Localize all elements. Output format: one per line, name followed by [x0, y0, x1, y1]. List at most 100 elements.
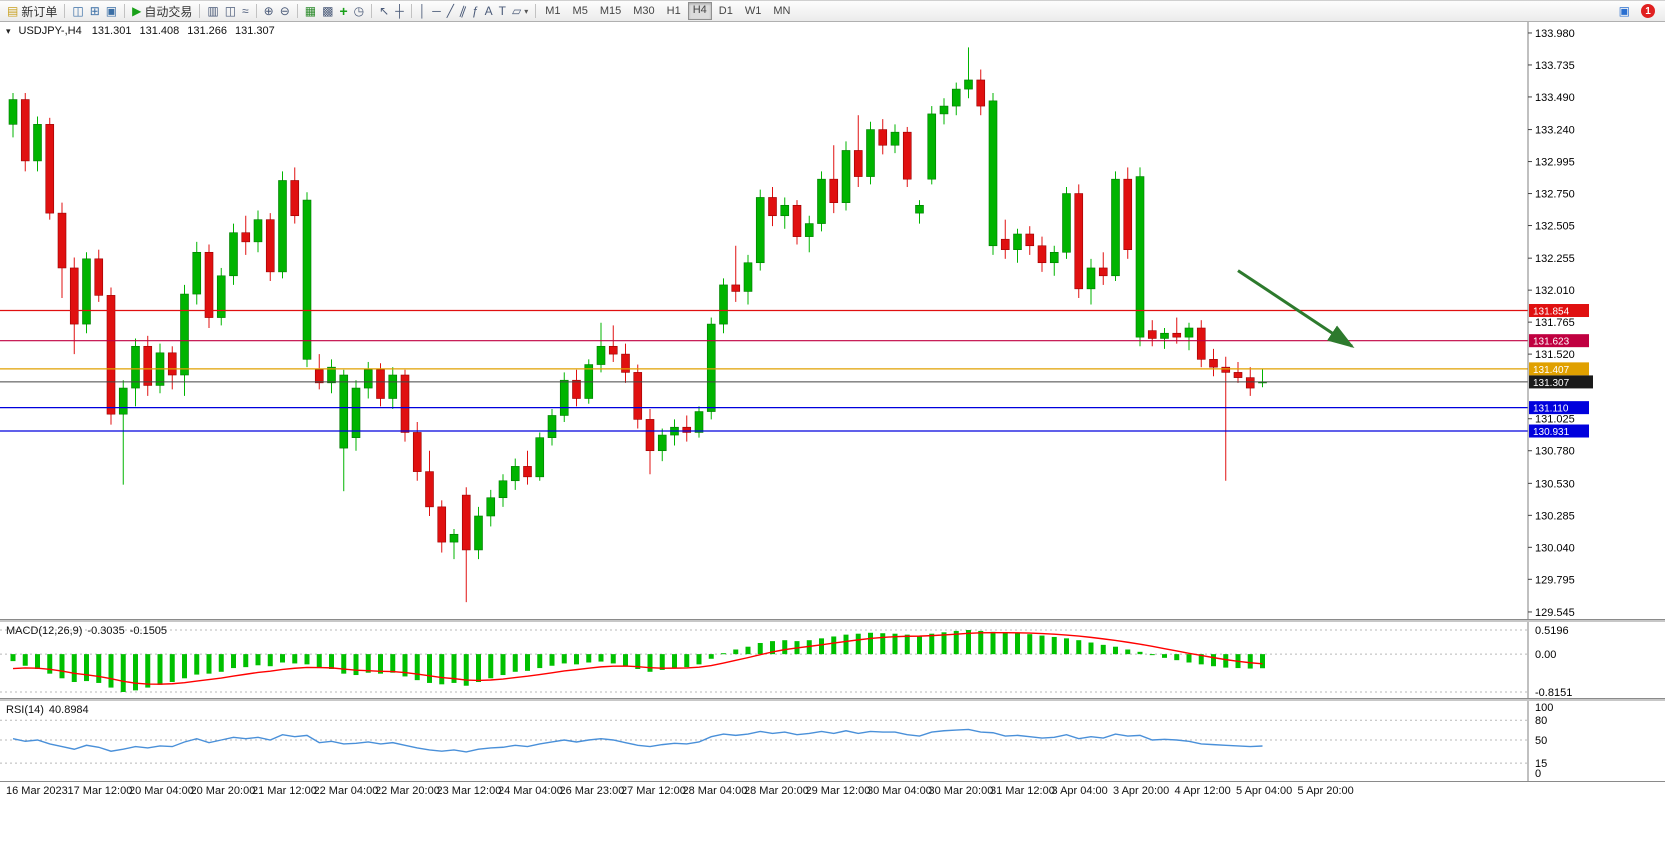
zoom-in-button[interactable]: ⊕ [261, 3, 277, 20]
label-icon: T [498, 4, 506, 18]
chart-workspace: 133.980 133.735 133.490 133.240 132.995 132.7… [0, 22, 1665, 842]
rsi-level-lines [0, 719, 1528, 764]
community-icon: ▣ [1618, 4, 1630, 18]
timeframe-h4-button[interactable]: H4 [687, 2, 712, 20]
horizontal-line-button[interactable]: ─ [429, 3, 444, 20]
svg-text:131.307: 131.307 [1533, 378, 1570, 389]
indicators-button[interactable]: + [336, 3, 350, 20]
main-toolbar: ▤ 新订单 ◫ ⊞ ▣ ▶ 自动交易 ▥ ◫ ≈ ⊕ ⊖ ▦ ▩ + ◷ ↖ ┼ │ ─ ╱ ∥ ƒ A T ▱ ▾ M1 M5 M15… [0, 1, 1665, 22]
time-label: 16 Mar 2023 [6, 785, 68, 797]
line-chart-button[interactable]: ≈ [239, 3, 252, 20]
time-label: 3 Apr 04:00 [1051, 785, 1108, 797]
svg-text:133.980: 133.980 [1535, 28, 1575, 40]
new-order-button[interactable]: ▤ 新订单 [4, 3, 60, 20]
cursor-icon: ↖ [379, 4, 390, 18]
toolbar-separator [124, 4, 126, 18]
svg-text:130.530: 130.530 [1535, 478, 1575, 490]
macd-panel: 0.5196 0.00 -0.8151 MACD(12,26,9) -0.3035 … [0, 622, 1665, 698]
shapes-button[interactable]: ▱ ▾ [509, 3, 531, 20]
macd-histogram [10, 630, 1265, 692]
time-label: 28 Mar 04:00 [682, 785, 748, 797]
periods-button[interactable]: ◷ [351, 3, 367, 20]
timeframe-m30-button[interactable]: M30 [633, 5, 655, 17]
tile-windows-button[interactable]: ▦ [302, 3, 319, 20]
data-window-button[interactable]: ▣ [103, 3, 120, 20]
text-icon: A [484, 4, 493, 18]
timeframe-w1-button[interactable]: W1 [744, 5, 762, 17]
timeframe-m15-button[interactable]: M15 [599, 5, 622, 17]
new-order-button-label: 新订单 [21, 4, 58, 19]
toolbar-separator [199, 4, 201, 18]
label-button[interactable]: T [496, 3, 509, 20]
zoom-out-button[interactable]: ⊖ [277, 3, 293, 20]
market-watch-button[interactable]: ⊞ [87, 3, 103, 20]
macd-canvas[interactable]: 0.5196 0.00 -0.8151 [0, 622, 1665, 698]
panel-splitter[interactable] [0, 619, 1665, 622]
time-label: 30 Mar 20:00 [928, 785, 994, 797]
svg-text:130.780: 130.780 [1535, 446, 1575, 458]
tile-windows-icon: ▦ [304, 4, 317, 18]
vertical-line-icon: │ [418, 4, 427, 18]
notification-badge[interactable]: 1 [1641, 4, 1655, 18]
svg-text:131.765: 131.765 [1535, 317, 1575, 329]
shapes-icon: ▱ [512, 4, 522, 18]
trend-arrow-annotation[interactable] [1237, 269, 1355, 348]
chart-menu-icon[interactable]: ▾ [6, 25, 11, 36]
time-label: 5 Apr 20:00 [1297, 785, 1354, 797]
channel-button[interactable]: ∥ [457, 3, 469, 20]
crosshair-button[interactable]: ┼ [392, 3, 407, 20]
panel-splitter[interactable] [0, 698, 1665, 701]
zoom-out-icon: ⊖ [279, 4, 290, 18]
market-watch-icon: ⊞ [89, 4, 100, 18]
svg-text:132.750: 132.750 [1535, 189, 1575, 201]
timeframe-mn-button[interactable]: MN [773, 5, 791, 17]
timeframe-h1-button[interactable]: H1 [666, 5, 681, 17]
channel-icon: ∥ [457, 3, 469, 19]
svg-text:0: 0 [1535, 768, 1541, 780]
fibonacci-button[interactable]: ƒ [469, 3, 482, 20]
candlestick-chart-icon: ◫ [224, 4, 237, 18]
autotrading-button[interactable]: ▶ 自动交易 [129, 3, 195, 20]
cascade-windows-icon: ▩ [322, 4, 334, 18]
svg-text:132.995: 132.995 [1535, 157, 1575, 169]
chevron-down-icon: ▾ [524, 6, 529, 16]
time-label: 20 Mar 20:00 [190, 785, 256, 797]
price-axis[interactable]: 133.980 133.735 133.490 133.240 132.995 132.7… [1527, 22, 1593, 619]
autotrading-button-label: 自动交易 [144, 4, 193, 19]
timeframe-m1-button[interactable]: M1 [545, 5, 561, 17]
fibonacci-icon: ƒ [471, 4, 479, 18]
time-label: 27 Mar 12:00 [621, 785, 686, 797]
charts-window-icon: ◫ [72, 4, 84, 18]
text-button[interactable]: A [482, 3, 496, 20]
timeframe-d1-button[interactable]: D1 [718, 5, 733, 17]
price-chart-panel: 133.980 133.735 133.490 133.240 132.995 132.7… [0, 22, 1665, 619]
rsi-panel: 100 80 50 15 0 RSI(14) 40.8984 [0, 701, 1665, 781]
candlestick-chart-button[interactable]: ◫ [222, 3, 239, 20]
price-chart-canvas[interactable]: 133.980 133.735 133.490 133.240 132.995 132.7… [0, 22, 1665, 619]
cascade-windows-button[interactable]: ▩ [319, 3, 336, 20]
charts-window-button[interactable]: ◫ [69, 3, 86, 20]
toolbar-right: ▣ 1 [1616, 3, 1661, 20]
timeframe-m5-button[interactable]: M5 [572, 5, 588, 17]
macd-axis[interactable]: 0.5196 0.00 -0.8151 [1527, 622, 1572, 698]
bar-chart-button[interactable]: ▥ [204, 3, 221, 20]
cursor-button[interactable]: ↖ [376, 3, 392, 20]
toolbar-separator [371, 4, 373, 18]
svg-text:80: 80 [1535, 715, 1547, 727]
svg-text:131.854: 131.854 [1533, 307, 1570, 318]
svg-text:15: 15 [1535, 758, 1547, 770]
new-order-icon: ▤ [7, 4, 19, 18]
community-button[interactable]: ▣ [1616, 3, 1633, 20]
horizontal-level-lines[interactable] [0, 309, 1528, 432]
vertical-line-button[interactable]: │ [416, 3, 430, 20]
trendline-button[interactable]: ╱ [444, 3, 457, 20]
toolbar-separator [64, 4, 66, 18]
time-axis[interactable]: 16 Mar 2023 17 Mar 12:00 20 Mar 04:00 20 Ma… [0, 781, 1665, 800]
time-label: 29 Mar 12:00 [805, 785, 871, 797]
time-label: 28 Mar 20:00 [744, 785, 809, 797]
svg-text:132.010: 132.010 [1535, 285, 1575, 297]
svg-text:50: 50 [1535, 735, 1547, 747]
